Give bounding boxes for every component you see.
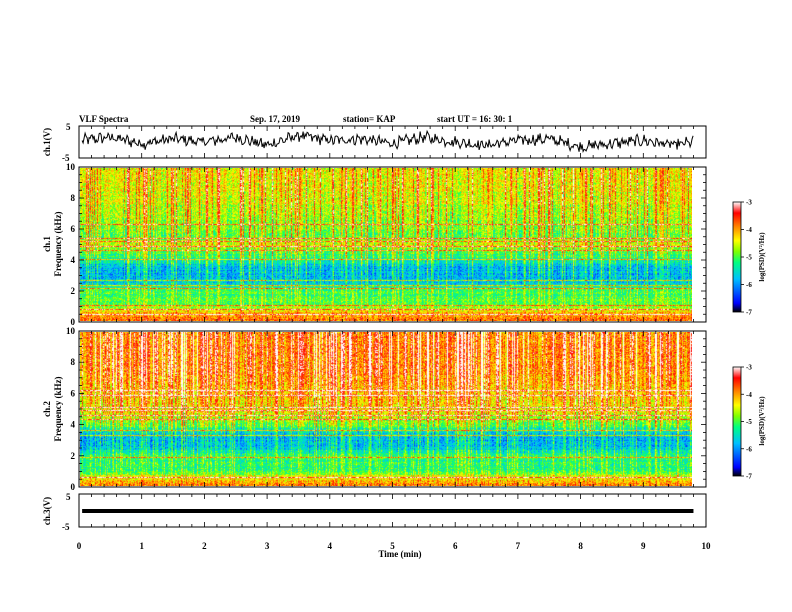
y-tick-label: 2 — [71, 451, 76, 461]
colorbar-tick-label: -6 — [746, 281, 752, 289]
y-tick-label: 10 — [66, 162, 76, 172]
ch1-spectrogram-yticks: 0 2 4 6 8 10 — [66, 162, 706, 327]
ch2-spectrogram-panel: 0 2 4 6 8 10 ch.2 Frequency (kHz) -3 -4 -5 -6 -7 … — [42, 326, 766, 492]
y-tick-label: 4 — [71, 420, 76, 430]
ch1-spectrogram-image — [80, 168, 692, 321]
colorbar-tick-label: -3 — [746, 364, 752, 372]
ch1-waveform-line — [81, 129, 694, 153]
y-tick-label: 6 — [71, 388, 76, 398]
colorbar-tick-label: -6 — [746, 445, 752, 453]
ch3-waveform-panel: 5 -5 ch.3(V) — [42, 492, 707, 532]
ch1-waveform-ylabel: ch.1(V) — [42, 128, 52, 156]
station-label: station= KAP — [343, 114, 396, 124]
ch3-ytick-bottom: -5 — [62, 522, 70, 532]
x-tick-label: 0 — [77, 541, 82, 551]
colorbar-tick-label: -4 — [746, 391, 752, 399]
ch2-colorbar-bar — [732, 366, 742, 477]
colorbar-tick-label: -7 — [746, 309, 752, 317]
ch1-colorbar: -3 -4 -5 -6 -7 log(PSD)(V²/Hz) — [732, 199, 766, 317]
ch1-ytick-bottom: -5 — [62, 153, 70, 163]
x-tick-label: 10 — [702, 541, 712, 551]
colorbar-tick-label: -5 — [746, 418, 752, 426]
x-tick-label: 9 — [641, 541, 646, 551]
colorbar-tick-label: -3 — [746, 199, 752, 207]
x-tick-label: 6 — [453, 541, 458, 551]
ch2-spectrogram-yticks: 0 2 4 6 8 10 — [66, 326, 706, 492]
ch2-colorbar-label: log(PSD)(V²/Hz) — [758, 396, 766, 446]
x-tick-label: 4 — [328, 541, 333, 551]
ch1-colorbar-label: log(PSD)(V²/Hz) — [758, 232, 766, 282]
y-tick-label: 0 — [71, 482, 76, 492]
date-label: Sep. 17, 2019 — [250, 114, 301, 124]
figure-title: VLF Spectra — [79, 114, 129, 124]
ch3-ytick-top: 5 — [66, 492, 71, 502]
y-tick-label: 2 — [71, 286, 76, 296]
x-tick-label: 1 — [139, 541, 144, 551]
ch1-frequency-ylabel: Frequency (kHz) — [53, 211, 63, 276]
ch2-frequency-ylabel: Frequency (kHz) — [53, 376, 63, 441]
colorbar-tick-label: -4 — [746, 226, 752, 234]
ch1-colorbar-bar — [732, 201, 742, 313]
y-tick-label: 8 — [71, 357, 76, 367]
x-tick-label: 8 — [578, 541, 583, 551]
time-axis-ticks: 0 1 2 3 4 5 6 7 8 9 10 — [77, 126, 711, 551]
time-axis-label: Time (min) — [378, 549, 421, 559]
y-tick-label: 10 — [66, 326, 76, 336]
y-tick-label: 6 — [71, 224, 76, 234]
ch2-spectrogram-ylabel: ch.2 — [42, 401, 52, 417]
x-tick-label: 3 — [265, 541, 270, 551]
y-tick-label: 4 — [71, 255, 76, 265]
start-time-label: start UT = 16: 30: 1 — [437, 114, 513, 124]
ch1-waveform-panel: 5 -5 ch.1(V) — [42, 122, 707, 163]
colorbar-tick-label: -5 — [746, 254, 752, 262]
x-tick-label: 5 — [390, 541, 395, 551]
x-tick-label: 7 — [516, 541, 521, 551]
y-tick-label: 8 — [71, 193, 76, 203]
x-tick-label: 2 — [202, 541, 207, 551]
ch1-spectrogram-panel: 0 2 4 6 8 10 ch.1 Frequency (kHz) -3 -4 -5 -6 -7 … — [42, 162, 766, 327]
colorbar-tick-label: -7 — [746, 473, 752, 481]
ch3-waveform-ylabel: ch.3(V) — [42, 497, 52, 525]
ch1-ytick-top: 5 — [66, 122, 71, 132]
y-tick-label: 0 — [71, 317, 76, 327]
ch1-spectrogram-ylabel: ch.1 — [42, 236, 52, 252]
ch2-colorbar: -3 -4 -5 -6 -7 log(PSD)(V²/Hz) — [732, 364, 766, 481]
ch2-spectrogram-image — [80, 332, 692, 486]
